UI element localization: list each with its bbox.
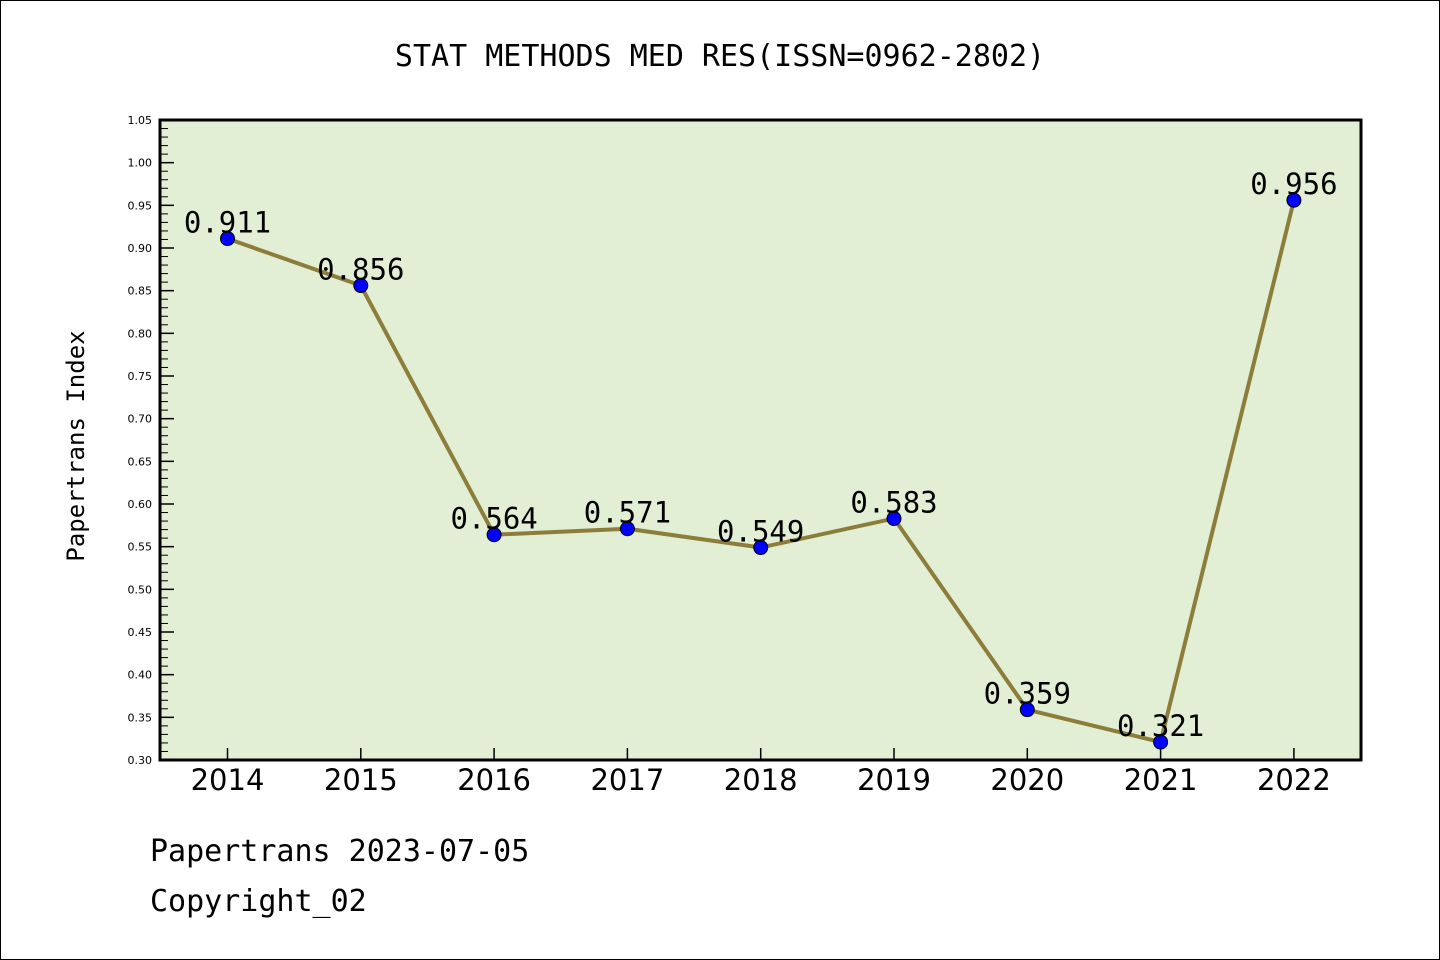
x-tick-label: 2018 xyxy=(724,763,798,797)
data-label: 0.571 xyxy=(584,496,671,530)
data-point xyxy=(886,511,902,527)
x-tick-label: 2019 xyxy=(857,763,931,797)
y-tick-label: 0.50 xyxy=(128,583,153,596)
x-tick-label: 2020 xyxy=(990,763,1064,797)
y-tick-label: 0.40 xyxy=(128,669,153,682)
y-tick-label: 0.80 xyxy=(128,327,153,340)
y-tick-label: 0.35 xyxy=(128,711,153,724)
y-tick-label: 0.90 xyxy=(128,242,153,255)
y-tick-label: 0.70 xyxy=(128,413,153,426)
y-tick-label: 0.45 xyxy=(128,626,153,639)
data-point xyxy=(486,527,502,543)
y-tick-label: 0.55 xyxy=(128,541,153,554)
x-tick-label: 2021 xyxy=(1124,763,1198,797)
y-axis: 0.30 0.35 0.40 0.45 0.50 0.55 0.60 0.65 0.70 0.75… xyxy=(128,114,174,767)
data-point xyxy=(1019,702,1035,718)
data-point xyxy=(753,540,769,556)
chart-title: STAT METHODS MED RES(ISSN=0962-2802) xyxy=(395,39,1045,74)
data-label: 0.911 xyxy=(184,206,271,240)
data-labels: 0.911 0.856 0.564 0.571 0.549 0.583 0.359 0.321… xyxy=(184,167,1338,743)
y-tick-label: 0.85 xyxy=(128,285,153,298)
y-tick-label: 0.95 xyxy=(128,199,153,212)
data-label: 0.564 xyxy=(450,502,537,536)
data-point xyxy=(1153,734,1169,750)
y-tick-label: 0.30 xyxy=(128,754,153,767)
x-axis: 2014 2015 2016 2017 2018 2019 2020 2021 2022 xyxy=(191,748,1331,797)
data-label: 0.549 xyxy=(717,515,804,549)
data-point xyxy=(1286,192,1302,208)
x-tick-label: 2022 xyxy=(1257,763,1331,797)
y-axis-label: Papertrans Index xyxy=(62,330,90,561)
y-tick-label: 1.00 xyxy=(128,157,153,170)
series-markers xyxy=(220,192,1302,750)
y-tick-label: 0.75 xyxy=(128,370,153,383)
data-label: 0.359 xyxy=(984,677,1071,711)
x-tick-label: 2015 xyxy=(324,763,398,797)
data-point xyxy=(220,231,235,247)
plot-border xyxy=(158,118,1363,762)
data-point xyxy=(353,278,369,294)
y-tick-label: 0.60 xyxy=(128,498,153,511)
y-tick-label: 1.05 xyxy=(128,114,153,127)
x-tick-label: 2017 xyxy=(590,763,664,797)
data-label: 0.956 xyxy=(1250,167,1337,201)
x-tick-label: 2014 xyxy=(191,763,265,797)
footer-copyright: Copyright_02 xyxy=(150,884,367,919)
data-label: 0.583 xyxy=(850,486,937,520)
y-tick-label: 0.65 xyxy=(128,455,153,468)
footer-date: Papertrans 2023-07-05 xyxy=(150,834,530,869)
plot-area xyxy=(160,120,1361,760)
data-label: 0.321 xyxy=(1117,709,1204,743)
data-label: 0.856 xyxy=(317,253,404,287)
data-point xyxy=(619,521,635,537)
x-tick-label: 2016 xyxy=(457,763,531,797)
